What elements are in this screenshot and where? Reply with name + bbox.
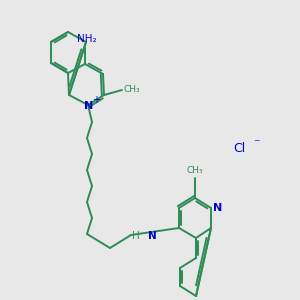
Text: H: H bbox=[132, 231, 140, 241]
Text: +: + bbox=[92, 95, 100, 105]
Text: NH₂: NH₂ bbox=[77, 34, 97, 44]
Text: ⁻: ⁻ bbox=[253, 137, 260, 151]
Text: N: N bbox=[148, 231, 157, 241]
Text: CH₃: CH₃ bbox=[124, 85, 141, 94]
Text: CH₃: CH₃ bbox=[187, 166, 203, 175]
Text: N: N bbox=[213, 203, 222, 213]
Text: N: N bbox=[84, 101, 94, 111]
Text: Cl: Cl bbox=[233, 142, 245, 154]
